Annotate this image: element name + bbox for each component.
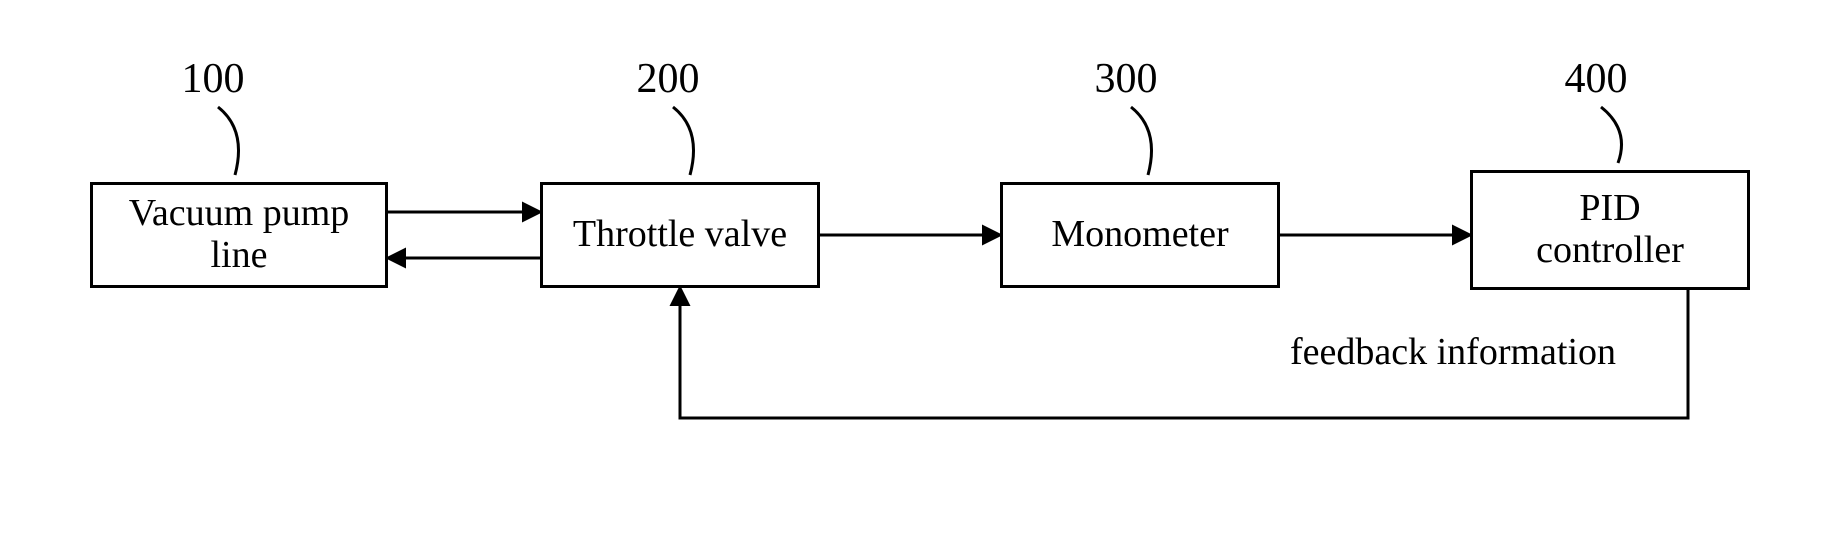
diagram-canvas: 100 200 300 400 Vacuum pump line Throttl… [0,0,1841,534]
arrows-layer [0,0,1841,534]
feedback-label-text: feedback information [1290,331,1616,373]
feedback-label: feedback information [1290,330,1616,374]
